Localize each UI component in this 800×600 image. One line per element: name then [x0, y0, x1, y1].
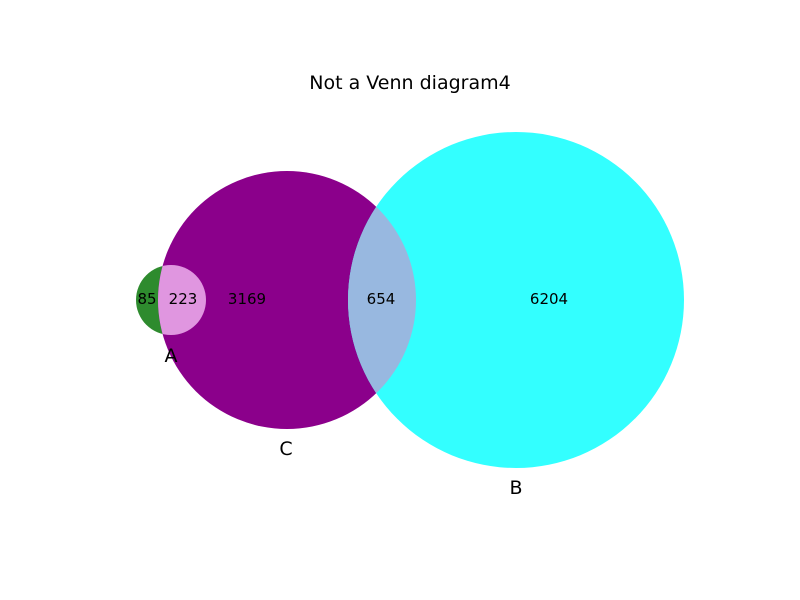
region-a-and-c-count: 223	[169, 290, 198, 308]
set-c-label: C	[279, 438, 292, 460]
set-b-circle	[348, 132, 684, 468]
region-b-only-count: 6204	[530, 290, 568, 308]
region-b-and-c-count: 654	[367, 290, 396, 308]
region-c-only-count: 3169	[228, 290, 266, 308]
set-c-circle	[158, 171, 416, 429]
set-a-label: A	[165, 345, 178, 367]
diagram-title: Not a Venn diagram4	[309, 72, 510, 94]
region-a-only-count: 85	[137, 290, 156, 308]
region-a-and-c	[158, 265, 206, 335]
set-b-label: B	[509, 477, 522, 499]
